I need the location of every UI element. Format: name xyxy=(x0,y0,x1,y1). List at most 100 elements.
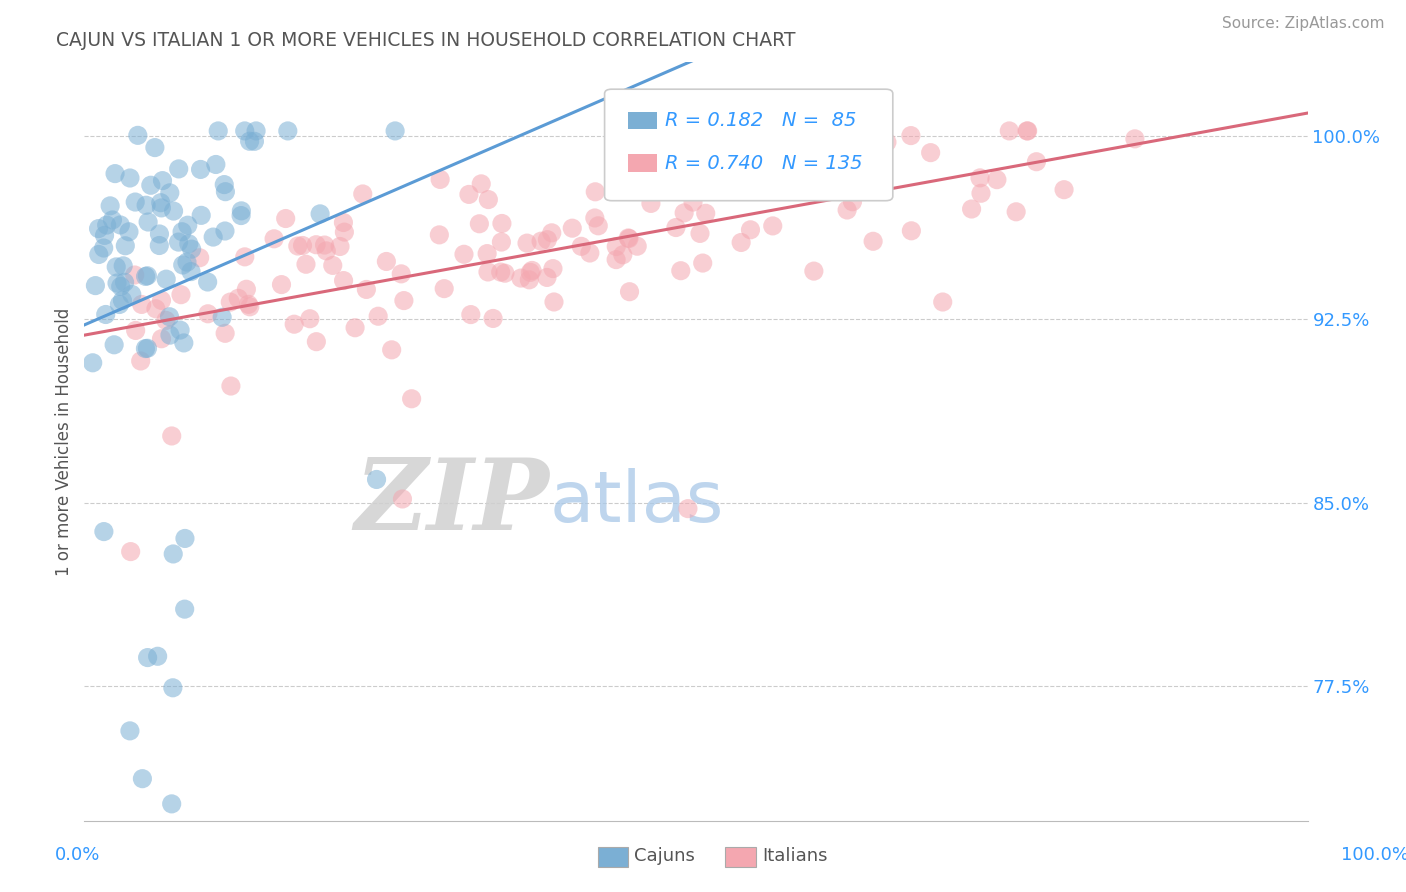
Point xyxy=(803,124,825,138)
Point xyxy=(263,232,285,246)
Point xyxy=(832,159,855,173)
Point xyxy=(274,211,297,226)
Point xyxy=(540,226,562,240)
Text: R = 0.182   N =  85: R = 0.182 N = 85 xyxy=(665,111,856,130)
Point xyxy=(352,186,374,201)
Point xyxy=(458,187,481,202)
Point xyxy=(233,250,256,264)
Point xyxy=(162,547,184,561)
Point xyxy=(214,224,236,238)
Point xyxy=(235,282,257,296)
Point xyxy=(131,297,153,311)
Point xyxy=(176,255,198,269)
Point xyxy=(389,267,412,281)
Point xyxy=(291,238,314,252)
Text: 0.0%: 0.0% xyxy=(55,846,100,863)
Point xyxy=(724,154,747,169)
Point xyxy=(150,332,173,346)
Point xyxy=(561,221,583,235)
Point xyxy=(134,342,156,356)
Point xyxy=(136,268,159,283)
Text: R = 0.740   N = 135: R = 0.740 N = 135 xyxy=(665,153,862,173)
Point xyxy=(173,602,195,616)
Point xyxy=(841,194,863,209)
Point xyxy=(160,429,183,443)
Point xyxy=(98,199,121,213)
Point xyxy=(174,532,197,546)
Point xyxy=(207,124,229,138)
Point xyxy=(381,343,404,357)
Point xyxy=(692,256,714,270)
Point xyxy=(617,231,640,245)
Text: atlas: atlas xyxy=(550,467,724,537)
Point xyxy=(682,195,704,210)
Point xyxy=(190,162,212,177)
Point xyxy=(482,311,505,326)
Point xyxy=(180,242,202,256)
Point xyxy=(900,224,922,238)
Point xyxy=(676,501,699,516)
Point xyxy=(104,167,127,181)
Point xyxy=(810,185,832,199)
Point xyxy=(121,287,143,301)
Point xyxy=(136,650,159,665)
Point xyxy=(170,287,193,301)
Point xyxy=(177,218,200,232)
Point xyxy=(322,259,344,273)
Point xyxy=(1025,154,1047,169)
Point xyxy=(135,269,157,284)
Point xyxy=(932,295,955,310)
Point xyxy=(295,257,318,271)
Point xyxy=(329,239,352,253)
Point xyxy=(520,263,543,277)
Point xyxy=(229,209,252,223)
Point xyxy=(238,297,260,311)
Point xyxy=(491,235,513,249)
Point xyxy=(145,301,167,316)
Point xyxy=(494,266,516,280)
Point xyxy=(139,178,162,193)
Point xyxy=(986,172,1008,186)
Point xyxy=(231,203,253,218)
Point xyxy=(666,158,689,172)
Point xyxy=(214,326,236,341)
Point xyxy=(108,297,131,311)
Point xyxy=(277,124,299,138)
Point xyxy=(849,182,872,196)
Text: 100.0%: 100.0% xyxy=(1341,846,1406,863)
Point xyxy=(569,239,592,253)
Point xyxy=(124,323,146,337)
Point xyxy=(876,135,898,149)
Point xyxy=(960,202,983,216)
Point xyxy=(226,291,249,305)
Point xyxy=(640,196,662,211)
Point xyxy=(920,145,942,160)
Point xyxy=(477,193,499,207)
Point xyxy=(205,157,228,171)
Text: Cajuns: Cajuns xyxy=(634,847,695,865)
Point xyxy=(491,217,513,231)
Point xyxy=(1123,132,1146,146)
Point xyxy=(612,248,634,262)
Point xyxy=(344,320,367,334)
Point xyxy=(219,295,242,310)
Point xyxy=(167,161,190,176)
Point xyxy=(862,235,884,249)
Point xyxy=(366,473,388,487)
Point xyxy=(155,272,177,286)
Point xyxy=(270,277,292,292)
Point xyxy=(93,241,115,255)
Point xyxy=(605,239,627,253)
Point xyxy=(172,225,194,239)
Point xyxy=(543,295,565,310)
Point xyxy=(536,233,558,247)
Point xyxy=(162,204,184,219)
Point xyxy=(177,236,200,251)
Point xyxy=(333,225,356,239)
Point xyxy=(212,178,235,192)
Point xyxy=(314,238,336,252)
Point xyxy=(305,334,328,349)
Point xyxy=(110,218,132,232)
Point xyxy=(93,228,115,243)
Point xyxy=(453,247,475,261)
